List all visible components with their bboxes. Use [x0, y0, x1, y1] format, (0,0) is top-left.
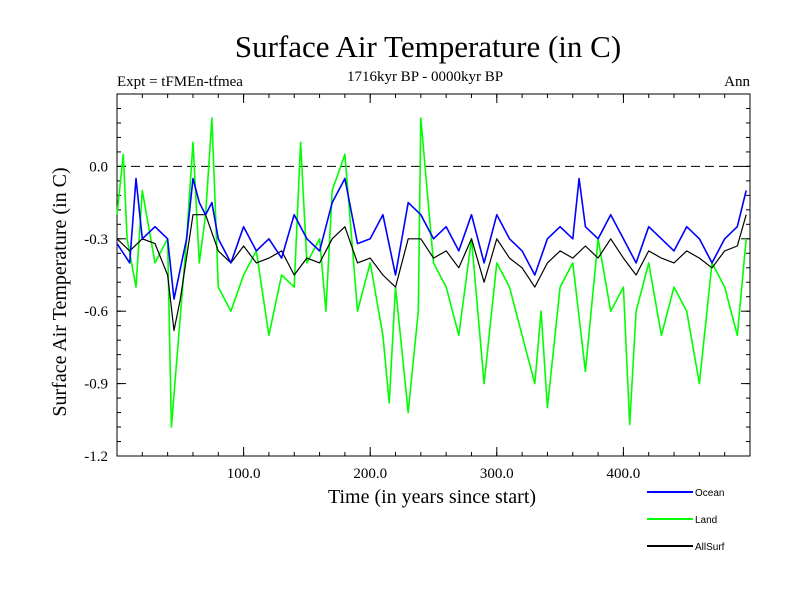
season-label: Ann	[724, 74, 750, 90]
legend-label-allsurf: AllSurf	[695, 542, 725, 553]
x-tick-label: 100.0	[227, 466, 261, 482]
y-tick-label: -0.3	[84, 232, 108, 248]
legend-label-land: Land	[695, 515, 717, 526]
x-tick-label: 400.0	[607, 466, 641, 482]
series-line-land	[116, 117, 747, 428]
x-tick-label: 200.0	[353, 466, 387, 482]
legend-label-ocean: Ocean	[695, 488, 724, 499]
y-tick-label: -1.2	[84, 449, 108, 465]
x-tick-label: 300.0	[480, 466, 514, 482]
y-axis-label: Surface Air Temperature (in C)	[49, 167, 71, 416]
y-tick-label: -0.9	[84, 377, 108, 393]
series-line-ocean	[116, 177, 747, 300]
series-line-allsurf	[116, 214, 747, 332]
experiment-label: Expt = tFMEn-tfmea	[117, 74, 243, 90]
y-tick-label: -0.6	[84, 304, 108, 320]
y-tick-label: 0.0	[89, 159, 108, 175]
plot-area: 100.0 200.0 300.0 400.0 0.0 -0.3 -0.6 -0.9 -1.2	[84, 93, 751, 482]
x-axis-label: Time (in years since start)	[328, 486, 536, 508]
legend: Ocean Land AllSurf	[647, 488, 725, 553]
plot-frame	[116, 93, 751, 457]
time-range-label: 1716kyr BP - 0000kyr BP	[347, 69, 503, 85]
chart-title: Surface Air Temperature (in C)	[235, 29, 621, 64]
